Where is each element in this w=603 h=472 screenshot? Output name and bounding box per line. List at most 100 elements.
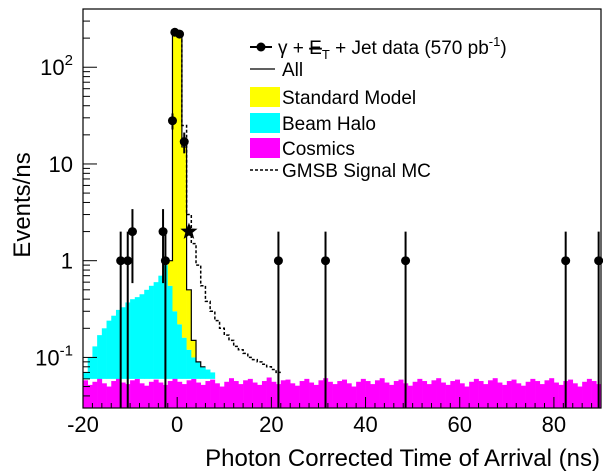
data-point — [321, 256, 331, 266]
x-axis-ticks: -20 0 20 40 60 80 — [67, 397, 602, 437]
beam-halo-bar — [134, 297, 140, 379]
data-point — [561, 256, 571, 266]
cosmics-bar — [497, 382, 503, 408]
cosmics-bar — [285, 379, 291, 408]
standard-model-histogram — [167, 34, 197, 358]
cosmics-bar — [412, 381, 418, 408]
cosmics-bar — [417, 378, 423, 408]
cosmics-bar — [332, 384, 338, 408]
beam-halo-bar — [186, 349, 192, 379]
standard-model-bar — [172, 34, 178, 312]
cosmics-bar — [191, 378, 197, 408]
cosmics-bar — [294, 385, 300, 408]
legend-entry-gmsb: GMSB Signal MC — [250, 161, 431, 182]
x-tick-label: 60 — [447, 412, 471, 437]
legend: γ + ET + Jet data (570 pb-1) All Standar… — [250, 34, 507, 182]
cosmics-bar — [351, 386, 357, 408]
cosmics-bar — [337, 381, 343, 408]
standard-model-bar — [177, 34, 183, 325]
cosmics-bar — [186, 380, 192, 408]
y-axis-title: Events/ns — [9, 152, 36, 257]
cosmics-bar — [426, 384, 432, 408]
cosmics-bar — [379, 378, 385, 408]
plot-frame — [82, 8, 602, 409]
cosmics-bar — [407, 385, 413, 408]
beam-halo-bar — [148, 285, 154, 379]
cosmics-bar — [374, 380, 380, 408]
data-point — [401, 256, 411, 266]
cosmics-bar — [243, 380, 249, 408]
cosmics-bar — [97, 378, 103, 408]
cosmics-bar — [346, 383, 352, 408]
cosmics-bar — [389, 384, 395, 408]
cosmics-bar — [153, 379, 159, 408]
beam-halo-bar — [177, 324, 183, 379]
cosmics-bar — [360, 378, 366, 408]
beam-halo-bar — [196, 361, 202, 379]
cosmics-bar — [384, 382, 390, 408]
cosmics-bar — [530, 378, 536, 408]
beam-halo-bar — [144, 289, 150, 379]
cosmics-bar — [492, 378, 498, 408]
cosmics-bar — [318, 380, 324, 408]
data-point — [116, 256, 126, 266]
cosmics-bar — [177, 381, 183, 408]
beam-halo-bar — [120, 307, 126, 379]
svg-text:GMSB Signal MC: GMSB Signal MC — [282, 161, 431, 182]
cosmics-bar — [134, 378, 140, 408]
beam-halo-histogram — [83, 265, 216, 379]
cosmics-bar — [214, 383, 220, 408]
cosmics-bar — [558, 384, 564, 408]
data-point — [175, 29, 185, 39]
cosmics-bar — [83, 380, 89, 408]
cosmics-bar — [106, 386, 112, 408]
beam-halo-bar — [210, 372, 216, 379]
cosmics-bar — [130, 380, 136, 408]
cosmics-bar — [582, 381, 588, 408]
cosmics-bar — [459, 383, 465, 408]
legend-data-met-sub: T — [322, 47, 330, 62]
cosmics-bar — [398, 379, 404, 408]
x-tick-label: 40 — [353, 412, 377, 437]
x-tick-label: 20 — [259, 412, 283, 437]
cosmics-bar — [257, 384, 263, 408]
cosmics-bar — [92, 381, 98, 408]
star-marker — [180, 222, 198, 239]
cosmics-bar — [224, 381, 230, 408]
svg-text:Standard Model: Standard Model — [282, 88, 416, 109]
cosmics-bar — [252, 382, 258, 408]
cosmics-bar — [247, 378, 253, 408]
cosmics-bar — [356, 381, 362, 408]
x-tick-label: 0 — [171, 412, 183, 437]
cosmics-bar — [539, 384, 545, 408]
standard-model-bar — [181, 146, 187, 338]
beam-halo-bar — [115, 309, 121, 379]
beam-halo-bar — [191, 357, 197, 379]
cosmics-bar — [87, 384, 93, 408]
legend-data-suffix: + Jet data (570 pb — [330, 38, 489, 59]
beam-halo-bar — [106, 320, 112, 379]
cosmics-bar — [535, 381, 541, 408]
cosmics-bar — [502, 384, 508, 408]
cosmics-bar — [436, 378, 442, 408]
cosmics-bar — [455, 379, 461, 408]
cosmics-bar — [115, 377, 121, 408]
cosmics-bar — [469, 381, 475, 408]
cosmics-bar — [101, 383, 107, 408]
svg-text:γ + ET + Jet data (570 pb-1): γ + ET + Jet data (570 pb-1) — [278, 34, 507, 62]
cosmics-bar — [591, 381, 597, 408]
legend-data-prefix: γ + — [278, 38, 309, 59]
beam-halo-bar — [83, 372, 89, 379]
beam-halo-bar — [92, 346, 98, 379]
beam-halo-bar — [153, 282, 159, 379]
cosmics-bar — [516, 383, 522, 408]
cosmics-bar — [238, 384, 244, 408]
cosmics-bar — [148, 381, 154, 408]
cosmics-bar — [520, 385, 526, 408]
cosmics-bar — [139, 383, 145, 408]
beam-halo-bar — [167, 285, 173, 379]
data-point — [179, 137, 189, 147]
cosmics-bar — [120, 382, 126, 408]
legend-entry-standard-model: Standard Model — [250, 87, 416, 109]
